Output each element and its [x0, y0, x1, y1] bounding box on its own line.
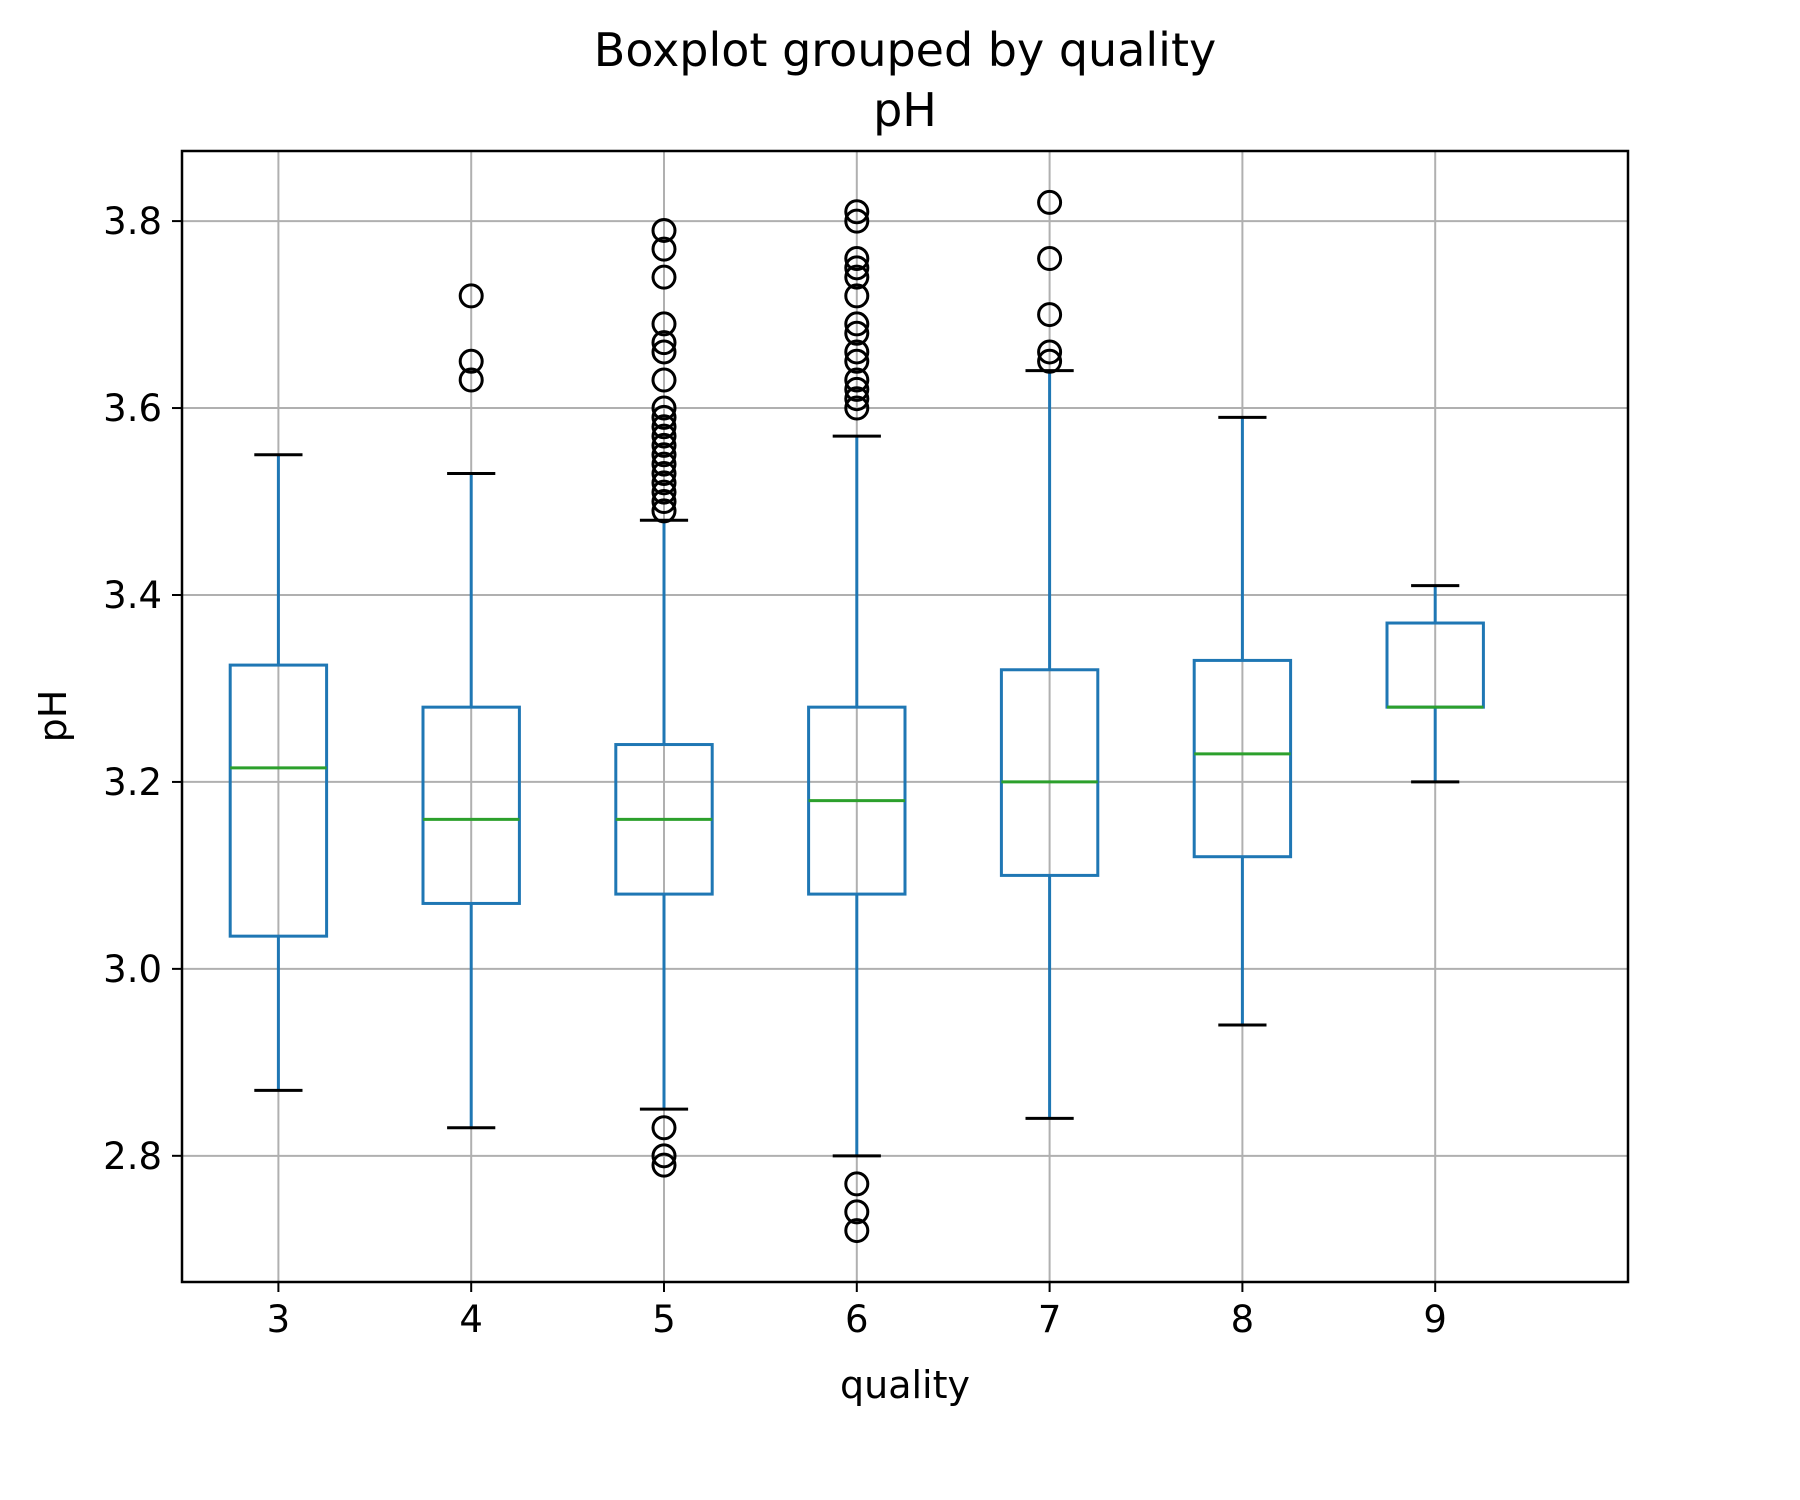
outlier-point [651, 423, 677, 449]
outlier-point [844, 348, 870, 374]
outlier-point [651, 451, 677, 477]
y-tick-label: 2.8 [103, 1135, 162, 1178]
outlier-point [651, 264, 677, 290]
outlier-point [458, 283, 484, 309]
outlier-point [651, 460, 677, 486]
outlier-point [1037, 339, 1063, 365]
outlier-point [844, 1199, 870, 1225]
x-tick-label: 9 [1423, 1298, 1447, 1341]
x-tick-label: 7 [1038, 1298, 1062, 1341]
outlier-point [844, 245, 870, 271]
outlier-point [1037, 302, 1063, 328]
outlier-point [651, 1115, 677, 1141]
outlier-point [651, 339, 677, 365]
outlier-point [651, 498, 677, 524]
box-group-quality-5 [614, 217, 714, 1178]
outlier-point [651, 1143, 677, 1169]
outlier-point [844, 395, 870, 421]
box-group-quality-7 [999, 189, 1100, 1120]
outlier-point [651, 470, 677, 496]
outlier-point [844, 320, 870, 346]
outlier-point [844, 367, 870, 393]
y-tick-label: 3.6 [103, 387, 162, 430]
outlier-point [844, 199, 870, 225]
outlier-point [651, 217, 677, 243]
outlier-point [651, 367, 677, 393]
box-group-quality-4 [421, 283, 521, 1130]
iqr-box [1192, 658, 1293, 859]
outlier-point [844, 1218, 870, 1244]
outlier-point [844, 1171, 870, 1197]
outlier-point [844, 339, 870, 365]
iqr-box [228, 663, 329, 938]
chart-subtitle: pH [873, 83, 937, 137]
box-group-quality-3 [228, 453, 329, 1092]
outlier-point [651, 479, 677, 505]
outlier-point [844, 283, 870, 309]
y-axis-label: pH [31, 690, 75, 743]
plot-frame [180, 149, 1630, 1284]
outlier-point [844, 264, 870, 290]
outlier-point [651, 489, 677, 515]
iqr-box [999, 668, 1100, 877]
box-group-quality-8 [1192, 415, 1293, 1027]
box-series [228, 189, 1485, 1244]
outlier-point [844, 376, 870, 402]
outlier-point [844, 208, 870, 234]
outlier-point [1037, 348, 1063, 374]
outlier-point [458, 348, 484, 374]
outlier-point [651, 442, 677, 468]
outlier-point [651, 236, 677, 262]
outlier-point [651, 330, 677, 356]
x-tick-label: 8 [1231, 1298, 1255, 1341]
y-tick-label: 3.2 [103, 761, 162, 804]
outlier-point [1037, 189, 1063, 215]
outlier-point [651, 432, 677, 458]
iqr-box [421, 705, 521, 905]
outlier-point [844, 386, 870, 412]
x-axis-label: quality [840, 1363, 970, 1407]
axis-ticks: 3 4 5 6 7 8 9 2.8 3.0 3.2 3.4 3.6 3.8 [103, 200, 1447, 1341]
outlier-point [844, 255, 870, 281]
outlier-point [651, 311, 677, 337]
x-tick-label: 5 [652, 1298, 676, 1341]
y-tick-label: 3.4 [103, 574, 162, 617]
outlier-point [1037, 245, 1063, 271]
outlier-point [651, 1152, 677, 1178]
chart-title: Boxplot grouped by quality [594, 23, 1216, 77]
outlier-point [844, 311, 870, 337]
y-tick-label: 3.0 [103, 948, 162, 991]
x-tick-label: 4 [459, 1298, 483, 1341]
x-tick-label: 6 [845, 1298, 869, 1341]
x-tick-label: 3 [267, 1298, 291, 1341]
y-tick-label: 3.8 [103, 200, 162, 243]
outlier-point [458, 367, 484, 393]
box-group-quality-9 [1385, 584, 1485, 784]
outlier-point [651, 404, 677, 430]
box-group-quality-6 [807, 199, 907, 1244]
outlier-point [651, 414, 677, 440]
outlier-point [651, 395, 677, 421]
